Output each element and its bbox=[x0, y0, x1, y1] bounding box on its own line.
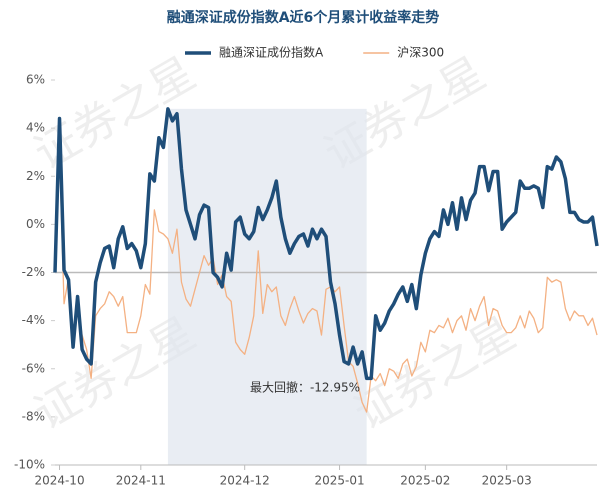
x-tick-label: 2025-03 bbox=[482, 474, 532, 488]
y-tick-label: 0% bbox=[26, 217, 45, 231]
series-line bbox=[54, 151, 598, 413]
x-tick-label: 2024-12 bbox=[220, 474, 270, 488]
y-tick-label: 4% bbox=[26, 121, 45, 135]
drawdown-label: 最大回撤：-12.95% bbox=[250, 380, 360, 395]
y-tick-label: 6% bbox=[26, 73, 45, 87]
legend-label: 沪深300 bbox=[397, 46, 444, 60]
series-line bbox=[53, 107, 599, 381]
chart-title: 融通深证成份指数A近6个月累计收益率走势 bbox=[167, 9, 440, 26]
y-tick-label: -8% bbox=[22, 409, 45, 423]
y-tick-label: -2% bbox=[22, 265, 45, 279]
y-tick-label: -4% bbox=[22, 313, 45, 327]
x-tick-label: 2025-01 bbox=[314, 474, 364, 488]
x-tick-label: 2025-02 bbox=[400, 474, 450, 488]
y-tick-label: -10% bbox=[14, 458, 45, 472]
x-tick-label: 2024-10 bbox=[34, 474, 84, 488]
legend-label: 融通深证成份指数A bbox=[219, 45, 324, 60]
x-tick-label: 2024-11 bbox=[116, 474, 166, 488]
y-tick-label: -6% bbox=[22, 361, 45, 375]
y-tick-label: 2% bbox=[26, 169, 45, 183]
